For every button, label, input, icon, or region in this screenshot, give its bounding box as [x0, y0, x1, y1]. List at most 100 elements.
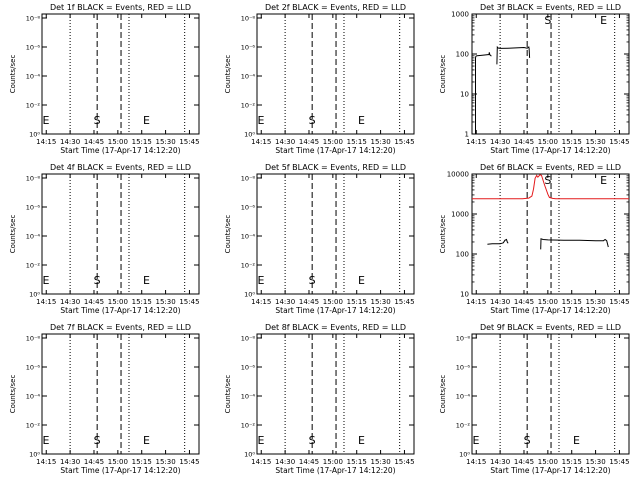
y-tick-label: 10⁻⁸	[241, 15, 256, 23]
x-tick-label: 15:45	[394, 298, 414, 306]
y-tick-label: 10⁻²	[26, 422, 41, 430]
x-tick-label: 15:15	[562, 458, 582, 466]
x-tick-label: 14:30	[60, 458, 80, 466]
panel-title: Det 7f BLACK = Events, RED = LLD	[50, 323, 191, 332]
x-tick-label: 15:00	[538, 458, 558, 466]
x-tick-label: 14:30	[490, 298, 510, 306]
y-tick-label: 10⁰	[244, 291, 255, 299]
axes-frame	[41, 333, 200, 455]
x-tick-label: 14:15	[466, 458, 486, 466]
start-marker: S	[544, 14, 551, 27]
x-tick-label: 14:45	[514, 298, 534, 306]
series-lld	[472, 174, 629, 200]
panel-title: Det 3f BLACK = Events, RED = LLD	[480, 3, 621, 12]
x-tick-label: 15:45	[394, 458, 414, 466]
end-marker: E	[143, 434, 150, 447]
edge-marker: E	[43, 114, 50, 127]
y-tick-label: 10⁻⁴	[26, 233, 41, 241]
x-tick-label: 14:15	[466, 298, 486, 306]
start-marker: S	[94, 274, 101, 287]
panel-title: Det 4f BLACK = Events, RED = LLD	[50, 163, 191, 172]
y-tick-label: 10⁻⁸	[241, 175, 256, 183]
x-tick-label: 15:00	[108, 138, 128, 146]
y-axis-label: Counts/sec	[439, 215, 447, 254]
x-tick-label: 14:15	[251, 458, 271, 466]
panel-2: Det 2f BLACK = Events, RED = LLD 14:15 14:…	[224, 3, 415, 155]
panel-title: Det 9f BLACK = Events, RED = LLD	[480, 323, 621, 332]
y-tick-label: 10⁻⁴	[456, 393, 471, 401]
axes-frame	[256, 173, 415, 295]
y-tick-label: 10000	[447, 171, 469, 179]
x-tick-label: 15:15	[347, 458, 367, 466]
axes-frame	[256, 13, 415, 135]
x-tick-label: 15:00	[538, 138, 558, 146]
edge-marker: E	[258, 274, 265, 287]
y-axis-label: Counts/sec	[9, 375, 17, 414]
edge-marker: E	[43, 274, 50, 287]
end-marker: E	[573, 434, 580, 447]
panel-5: Det 5f BLACK = Events, RED = LLD 14:15 14:…	[224, 163, 415, 315]
y-tick-label: 10⁻⁶	[241, 44, 256, 52]
y-tick-label: 10⁻²	[241, 262, 256, 270]
y-tick-label: 10⁻⁴	[241, 393, 256, 401]
x-tick-label: 15:00	[538, 298, 558, 306]
x-tick-label: 15:15	[347, 138, 367, 146]
y-tick-label: 10⁻⁶	[456, 364, 471, 372]
y-axis-label: Counts/sec	[224, 55, 232, 94]
y-tick-label: 10⁰	[29, 451, 40, 459]
x-tick-label: 14:15	[466, 138, 486, 146]
x-tick-label: 15:00	[108, 458, 128, 466]
panel-4: Det 4f BLACK = Events, RED = LLD 14:15 14:…	[9, 163, 200, 315]
y-tick-label: 100	[456, 251, 469, 259]
panel-title: Det 2f BLACK = Events, RED = LLD	[265, 3, 406, 12]
y-tick-label: 10⁰	[244, 451, 255, 459]
edge-marker: E	[258, 434, 265, 447]
x-tick-label: 14:30	[275, 298, 295, 306]
y-tick-label: 1000	[451, 211, 469, 219]
y-tick-label: 1	[465, 131, 469, 139]
x-tick-label: 14:15	[36, 138, 56, 146]
x-axis-label: Start Time (17-Apr-17 14:12:20)	[275, 146, 395, 155]
x-tick-label: 15:15	[132, 138, 152, 146]
y-tick-label: 10⁻²	[26, 102, 41, 110]
start-marker: S	[94, 434, 101, 447]
y-tick-label: 10⁻⁸	[241, 335, 256, 343]
series-events	[540, 238, 609, 250]
axes-frame	[471, 13, 630, 135]
y-tick-label: 10⁰	[29, 291, 40, 299]
x-tick-label: 14:45	[84, 458, 104, 466]
x-tick-label: 15:30	[370, 138, 390, 146]
x-tick-label: 15:30	[155, 298, 175, 306]
x-tick-label: 14:30	[490, 458, 510, 466]
end-marker: E	[358, 274, 365, 287]
x-tick-label: 14:15	[251, 298, 271, 306]
x-tick-label: 15:45	[179, 138, 199, 146]
x-tick-label: 15:30	[370, 458, 390, 466]
y-tick-label: 1000	[451, 11, 469, 19]
x-tick-label: 15:45	[609, 298, 629, 306]
x-tick-label: 14:30	[60, 138, 80, 146]
x-tick-label: 15:45	[609, 138, 629, 146]
panel-6: Det 6f BLACK = Events, RED = LLD 14:15 14:…	[439, 163, 630, 315]
y-tick-label: 10⁻⁶	[241, 204, 256, 212]
y-axis-label: Counts/sec	[224, 215, 232, 254]
x-axis-label: Start Time (17-Apr-17 14:12:20)	[275, 466, 395, 475]
x-tick-label: 14:45	[299, 458, 319, 466]
x-tick-label: 15:15	[562, 138, 582, 146]
y-tick-label: 10⁻²	[241, 422, 256, 430]
series-events	[487, 238, 509, 245]
panel-title: Det 1f BLACK = Events, RED = LLD	[50, 3, 191, 12]
y-tick-label: 10⁻²	[241, 102, 256, 110]
x-tick-label: 15:15	[132, 298, 152, 306]
end-marker: E	[600, 174, 607, 187]
start-marker: S	[309, 434, 316, 447]
edge-marker: E	[473, 434, 480, 447]
x-tick-label: 15:30	[585, 458, 605, 466]
x-tick-label: 14:30	[275, 138, 295, 146]
series-events	[472, 52, 492, 135]
x-axis-label: Start Time (17-Apr-17 14:12:20)	[490, 466, 610, 475]
start-marker: S	[309, 114, 316, 127]
y-tick-label: 10⁻⁴	[26, 73, 41, 81]
x-tick-label: 15:45	[609, 458, 629, 466]
